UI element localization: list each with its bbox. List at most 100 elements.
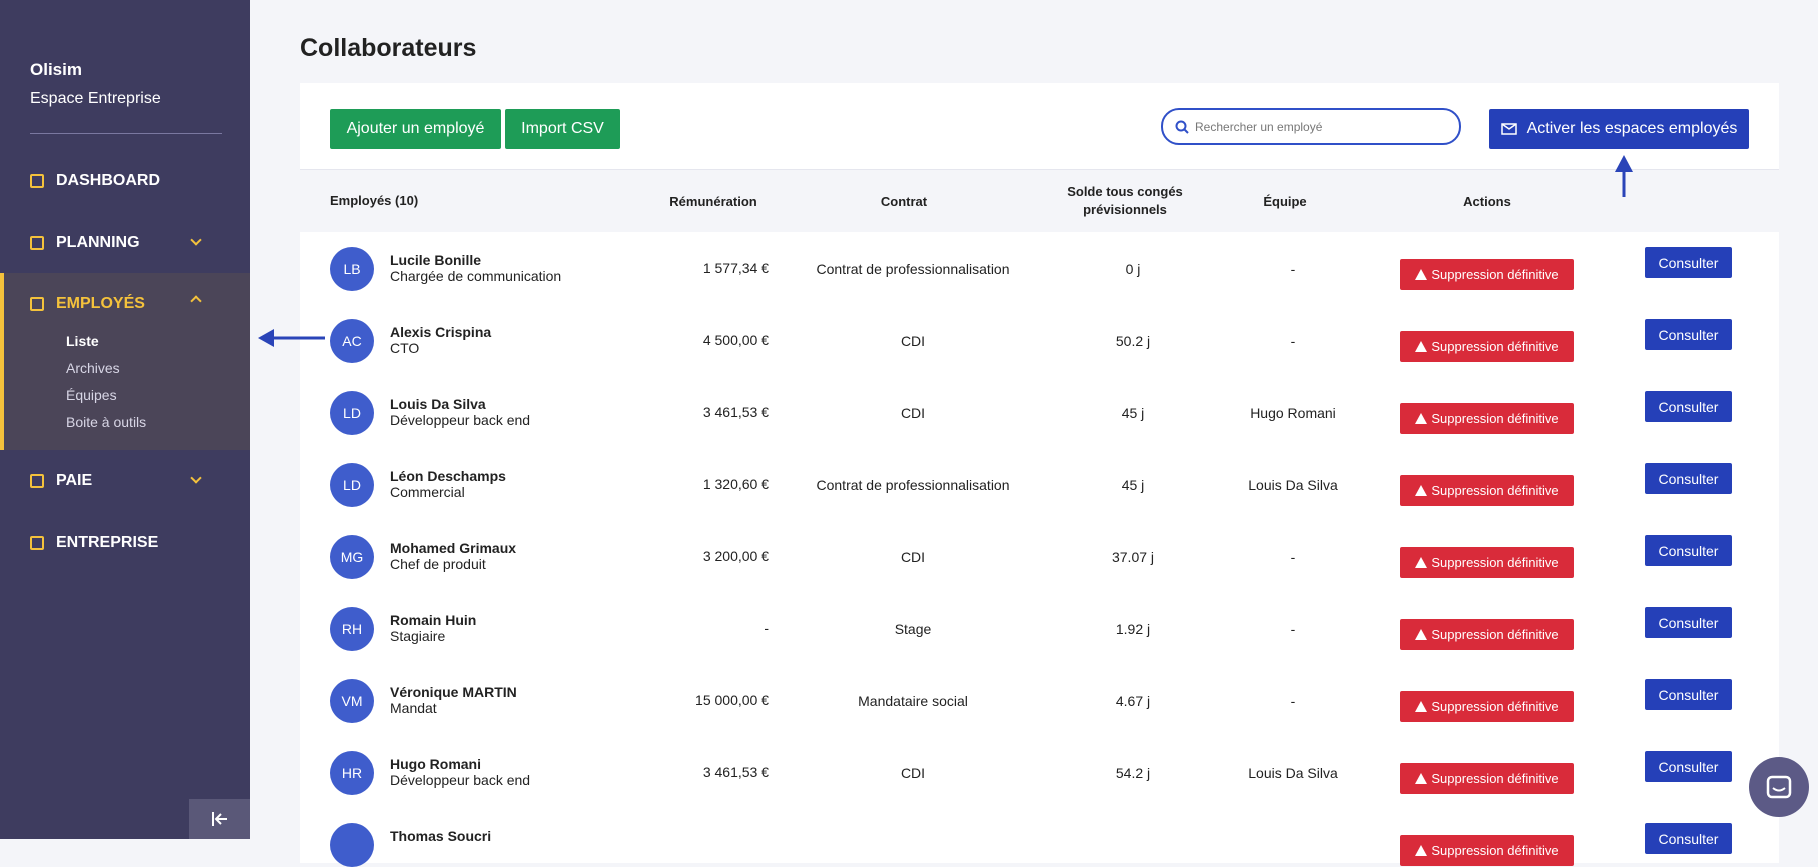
view-button[interactable]: Consulter [1645,463,1732,494]
nav-icon [30,236,44,250]
delete-button[interactable]: Suppression définitive [1400,331,1574,362]
column-header[interactable]: Employés (10) [330,193,419,208]
add-button[interactable]: Ajouter un employé [330,109,501,149]
nav-item[interactable]: EMPLOYÉS [0,289,250,319]
column-header[interactable]: Équipe [1263,194,1307,209]
nav-subitem[interactable]: Liste [66,333,99,349]
warning-icon [1415,341,1428,352]
divider [30,133,222,134]
avatar: HR [330,751,374,795]
warning-icon [1415,485,1428,496]
employee-role: Mandat [390,700,437,716]
nav-label: PLANNING [56,234,140,251]
mail-icon [1500,123,1517,135]
warning-icon [1415,773,1428,784]
contract: Contrat de professionnalisation [816,261,1010,277]
view-button[interactable]: Consulter [1645,535,1732,566]
delete-button[interactable]: Suppression définitive [1400,691,1574,722]
employee-name: Lucile Bonille [390,252,482,268]
view-button[interactable]: Consulter [1645,319,1732,350]
salary: 3 461,53 € [702,404,769,420]
delete-label: Suppression définitive [1431,555,1559,570]
avatar: LD [330,463,374,507]
employee-role: Développeur back end [390,772,531,788]
salary: 3 461,53 € [702,764,769,780]
avatar: VM [330,679,374,723]
activate-button[interactable]: Activer les espaces employés [1489,109,1749,149]
nav-subitem[interactable]: Archives [66,360,120,376]
delete-button[interactable]: Suppression définitive [1400,259,1574,290]
salary: 1 577,34 € [702,260,769,276]
brand: Olisim [30,60,82,79]
avatar: LD [330,391,374,435]
employee-role: CTO [390,340,420,356]
nav-label: PAIE [56,472,93,489]
warning-icon [1415,557,1428,568]
salary: 1 320,60 € [702,476,769,492]
nav-chevron [190,472,202,484]
delete-button[interactable]: Suppression définitive [1400,619,1574,650]
nav-item[interactable]: DASHBOARD [0,166,250,196]
search-icon [1175,120,1189,134]
delete-button[interactable]: Suppression définitive [1400,763,1574,794]
team: - [1290,621,1296,637]
salary: 3 200,00 € [702,548,769,564]
column-header: Actions [1463,194,1511,209]
employee-name: Louis Da Silva [390,396,486,412]
delete-label: Suppression définitive [1431,843,1559,858]
delete-label: Suppression définitive [1431,267,1559,282]
view-button[interactable]: Consulter [1645,607,1732,638]
nav-item[interactable]: PAIE [0,466,250,496]
employee-role: Chef de produit [390,556,486,572]
contract: Stage [894,621,932,637]
employee-name: Romain Huin [390,612,477,628]
salary: - [764,620,769,636]
delete-button[interactable]: Suppression définitive [1400,403,1574,434]
nav-item[interactable]: PLANNING [0,228,250,258]
view-button[interactable]: Consulter [1645,247,1732,278]
salary: 4 500,00 € [702,332,769,348]
activate-label: Activer les espaces employés [1526,120,1738,137]
column-header[interactable]: Rémunération [669,194,757,209]
nav-subitem[interactable]: Boite à outils [66,414,147,430]
column-header[interactable]: Contrat [880,194,928,209]
delete-button[interactable]: Suppression définitive [1400,835,1574,866]
collapse-icon [211,812,227,826]
delete-label: Suppression définitive [1431,699,1559,714]
collapse-button[interactable] [189,799,250,839]
leave-balance: 54.2 j [1115,765,1151,781]
nav-item[interactable]: ENTREPRISE [0,528,250,558]
delete-label: Suppression définitive [1431,411,1559,426]
search-input[interactable]: Rechercher un employé [1161,108,1461,145]
view-button[interactable]: Consulter [1645,679,1732,710]
avatar: MG [330,535,374,579]
view-button[interactable]: Consulter [1645,751,1732,782]
contract: CDI [900,333,926,349]
active-section [0,273,250,450]
leave-balance: 1.92 j [1115,621,1151,637]
leave-balance: 4.67 j [1115,693,1151,709]
salary: 15 000,00 € [695,692,769,708]
import-button[interactable]: Import CSV [505,109,620,149]
leave-balance: 37.07 j [1111,549,1155,565]
contract: Contrat de professionnalisation [816,477,1010,493]
delete-button[interactable]: Suppression définitive [1400,475,1574,506]
view-button[interactable]: Consulter [1645,391,1732,422]
column-header[interactable]: Solde tous congés prévisionnels [1067,184,1183,217]
chat-icon [1766,775,1792,799]
team: - [1290,549,1296,565]
brand-subtitle: Espace Entreprise [30,90,161,107]
delete-label: Suppression définitive [1431,771,1559,786]
employee-card: Ajouter un employé Import CSV Rechercher… [300,83,1779,867]
chat-button[interactable] [1749,757,1809,817]
employee-name: Hugo Romani [390,756,481,772]
nav-subitem[interactable]: Équipes [66,387,117,403]
arrow-left-head [258,329,274,347]
delete-button[interactable]: Suppression définitive [1400,547,1574,578]
team: - [1290,693,1296,709]
warning-icon [1415,701,1428,712]
search-placeholder: Rechercher un employé [1195,119,1323,134]
warning-icon [1415,629,1428,640]
